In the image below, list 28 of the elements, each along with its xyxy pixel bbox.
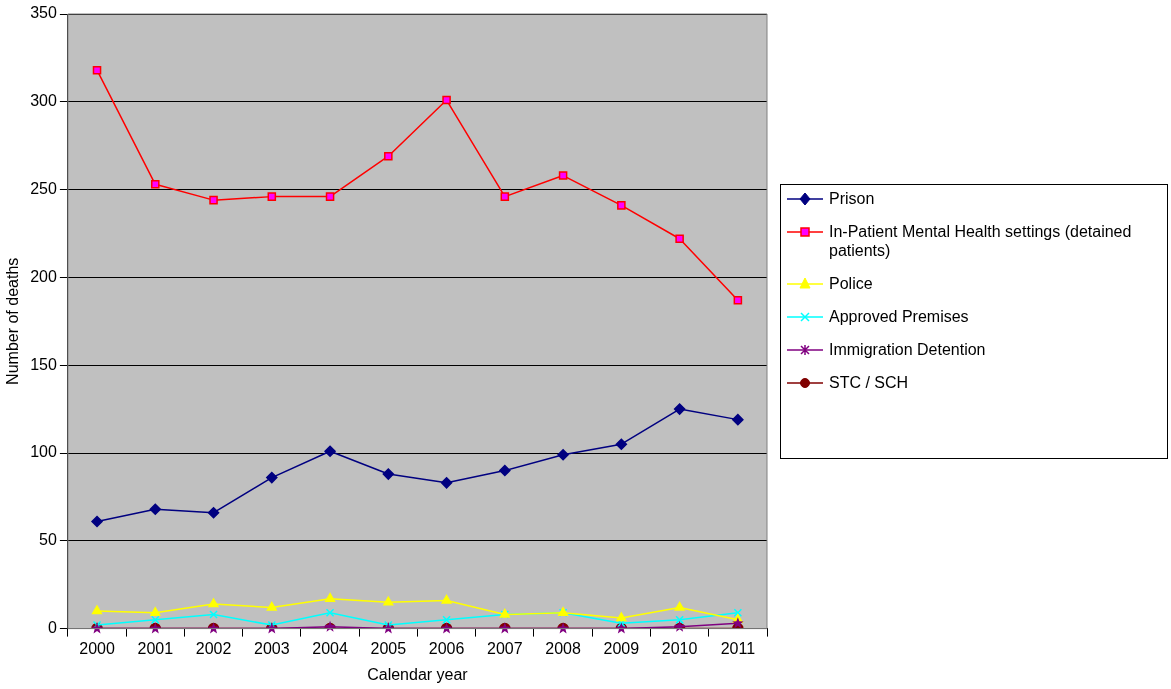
y-tick-label: 100 bbox=[30, 443, 57, 461]
y-tick-label: 200 bbox=[30, 267, 57, 285]
x-tick-label: 2009 bbox=[603, 639, 640, 657]
legend-label: STC / SCH bbox=[829, 373, 909, 392]
x-tick-label: 2003 bbox=[254, 639, 290, 657]
y-tick-label: 50 bbox=[39, 531, 57, 549]
x-tick-label: 2007 bbox=[487, 639, 523, 657]
x-tick-label: 2004 bbox=[312, 639, 348, 657]
x-tick-label: 2008 bbox=[545, 639, 581, 657]
x-tick-label: 2000 bbox=[79, 639, 115, 657]
legend-label: Approved Premises bbox=[829, 307, 969, 326]
legend-label: Police bbox=[829, 274, 873, 293]
x-axis-title: Calendar year bbox=[367, 665, 469, 683]
y-tick-label: 350 bbox=[30, 4, 57, 22]
x-tick-label: 2002 bbox=[195, 639, 232, 657]
y-tick-label: 250 bbox=[30, 180, 57, 198]
legend-label: Prison bbox=[829, 189, 875, 208]
y-axis-title: Number of deaths bbox=[4, 257, 22, 385]
x-tick-label: 2001 bbox=[137, 639, 174, 657]
x-tick-label: 2005 bbox=[370, 639, 407, 657]
x-tick-label: 2010 bbox=[661, 639, 698, 657]
y-tick-label: 150 bbox=[30, 355, 57, 373]
legend-label: In-Patient Mental Health settings (detained patients) bbox=[829, 222, 1133, 260]
x-tick-label: 2011 bbox=[720, 639, 756, 657]
y-tick-label: 0 bbox=[47, 619, 57, 637]
x-tick-label: 2006 bbox=[428, 639, 465, 657]
y-tick-label: 300 bbox=[30, 92, 57, 110]
legend-label: Immigration Detention bbox=[829, 340, 986, 359]
